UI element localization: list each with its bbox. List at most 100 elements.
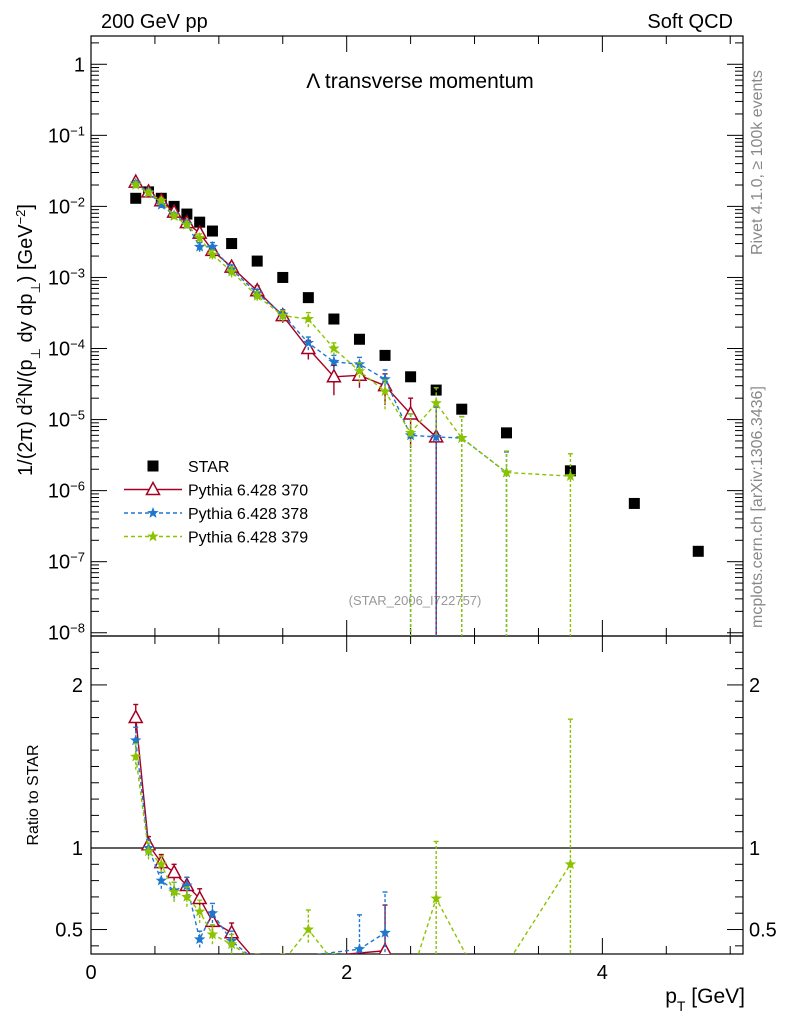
- top-point-p378: [430, 430, 442, 442]
- x-tick-label: 2: [341, 962, 352, 984]
- top-point-p379: [155, 194, 168, 206]
- x-axis-label: pT [GeV]: [665, 985, 745, 1014]
- top-point-p379: [168, 210, 180, 221]
- y-tick-label: 10−7: [48, 549, 85, 574]
- ratio-point-p370: [378, 942, 392, 954]
- ratio-point-p379: [193, 905, 206, 917]
- top-point-p378: [302, 336, 315, 348]
- top-point-star: [379, 349, 391, 361]
- legend-marker-star: [147, 460, 159, 472]
- ratio-point-p378: [181, 879, 193, 891]
- y-tick-label: 1: [74, 54, 85, 76]
- legend-marker-p370: [145, 480, 161, 496]
- legend-marker-p379: [147, 530, 159, 542]
- top-point-p378: [193, 240, 206, 252]
- top-point-star: [500, 427, 512, 439]
- legend-marker-p378: [147, 507, 159, 518]
- ratio-point-p379: [130, 750, 142, 762]
- top-point-p379: [302, 313, 315, 324]
- ratio-data: [127, 703, 577, 1000]
- top-point-p379: [404, 426, 417, 438]
- top-data: [127, 173, 704, 636]
- y-tick-label: 10−1: [48, 123, 85, 148]
- rivet-label: Rivet 4.1.0, ≥ 100k events: [749, 70, 766, 255]
- y-tick-label: 10−4: [48, 336, 85, 361]
- legend-label-p370: Pythia 6.428 370: [188, 483, 308, 500]
- top-point-star: [251, 255, 263, 267]
- top-point-p378: [206, 240, 219, 252]
- top-point-p379: [206, 248, 219, 260]
- ratio-point-p379: [225, 938, 238, 950]
- ratio-point-p378: [193, 933, 206, 945]
- ratio-point-p379: [168, 886, 180, 897]
- ratio-y-tick-label-right: 0.5: [749, 920, 777, 942]
- ratio-point-p379: [564, 858, 577, 870]
- top-point-star: [194, 216, 206, 228]
- x-tick-label: 4: [597, 962, 608, 984]
- header-left: 200 GeV pp: [101, 11, 208, 33]
- top-series-line-p378: [135, 182, 507, 474]
- top-point-p378: [379, 373, 391, 385]
- ratio-point-p379: [482, 989, 493, 1000]
- top-point-p379: [500, 466, 513, 478]
- ratio-axes: 0 2 4 0.5 0.5 1 1 2 2: [55, 636, 777, 984]
- top-point-star: [206, 225, 218, 237]
- ratio-point-p379: [142, 845, 155, 857]
- ratio-series-line-p378: [135, 740, 386, 954]
- top-point-star: [628, 497, 640, 509]
- top-point-p379: [193, 231, 206, 243]
- top-point-p379: [251, 289, 263, 301]
- ratio-y-tick-label-right: 1: [749, 838, 760, 860]
- ratio-point-p378: [379, 926, 391, 938]
- ratio-point-p379: [206, 928, 219, 940]
- ratio-y-tick-label: 2: [72, 675, 83, 697]
- ratio-point-p378: [251, 956, 262, 967]
- ratio-y-tick-label-right: 2: [749, 675, 760, 697]
- ratio-point-p370: [256, 953, 258, 954]
- ratio-point-p378: [206, 907, 219, 919]
- y-tick-label: 10−5: [48, 407, 85, 432]
- top-point-p379: [277, 309, 289, 321]
- top-point-p379: [328, 342, 340, 354]
- x-tick-label: 0: [85, 962, 96, 984]
- top-point-p379: [130, 179, 142, 190]
- ratio-point-p379: [430, 892, 442, 904]
- top-point-p370: [326, 368, 342, 383]
- top-point-star: [353, 333, 365, 345]
- ratio-point-p379: [181, 890, 193, 902]
- ratio-point-p379: [302, 923, 315, 935]
- legend-label-p378: Pythia 6.428 378: [188, 506, 308, 523]
- top-point-p379: [142, 186, 155, 198]
- top-point-p370: [402, 405, 419, 420]
- ratio-point-p370: [166, 863, 182, 879]
- ratio-point-p379: [155, 858, 168, 870]
- top-point-star: [181, 208, 193, 220]
- legend: STAR Pythia 6.428 370 Pythia 6.428 378 Pyth…: [124, 459, 308, 547]
- top-point-p379: [564, 470, 577, 481]
- ratio-panel-frame: [90, 635, 744, 955]
- ratio-series-line-p370: [135, 717, 386, 954]
- top-point-star: [692, 545, 704, 557]
- ratio-point-p370: [127, 708, 144, 724]
- ratio-point-p379: [251, 956, 262, 967]
- top-point-star: [328, 313, 340, 325]
- top-point-star: [405, 371, 417, 383]
- ratio-series-line-p379: [135, 756, 572, 954]
- top-point-p378: [328, 355, 340, 367]
- ratio-y-axis-label: Ratio to STAR: [25, 744, 42, 845]
- top-point-star: [277, 271, 289, 283]
- ratio-point-p379: [405, 972, 416, 983]
- mcplots-label: mcplots.cern.ch [arXiv:1306.3436]: [749, 386, 766, 628]
- ratio-point-p378: [353, 943, 366, 954]
- ratio-point-p379: [328, 956, 339, 967]
- chart-title: Λ transverse momentum: [306, 70, 534, 93]
- legend-label-star: STAR: [188, 459, 229, 476]
- ratio-point-p370: [191, 889, 208, 905]
- top-point-p378: [353, 358, 366, 370]
- top-point-p379: [181, 218, 193, 230]
- top-point-p378: [155, 198, 168, 210]
- top-point-star: [456, 403, 468, 415]
- legend-label-p379: Pythia 6.428 379: [188, 530, 308, 547]
- top-point-star: [302, 292, 314, 304]
- top-point-p379: [353, 365, 366, 377]
